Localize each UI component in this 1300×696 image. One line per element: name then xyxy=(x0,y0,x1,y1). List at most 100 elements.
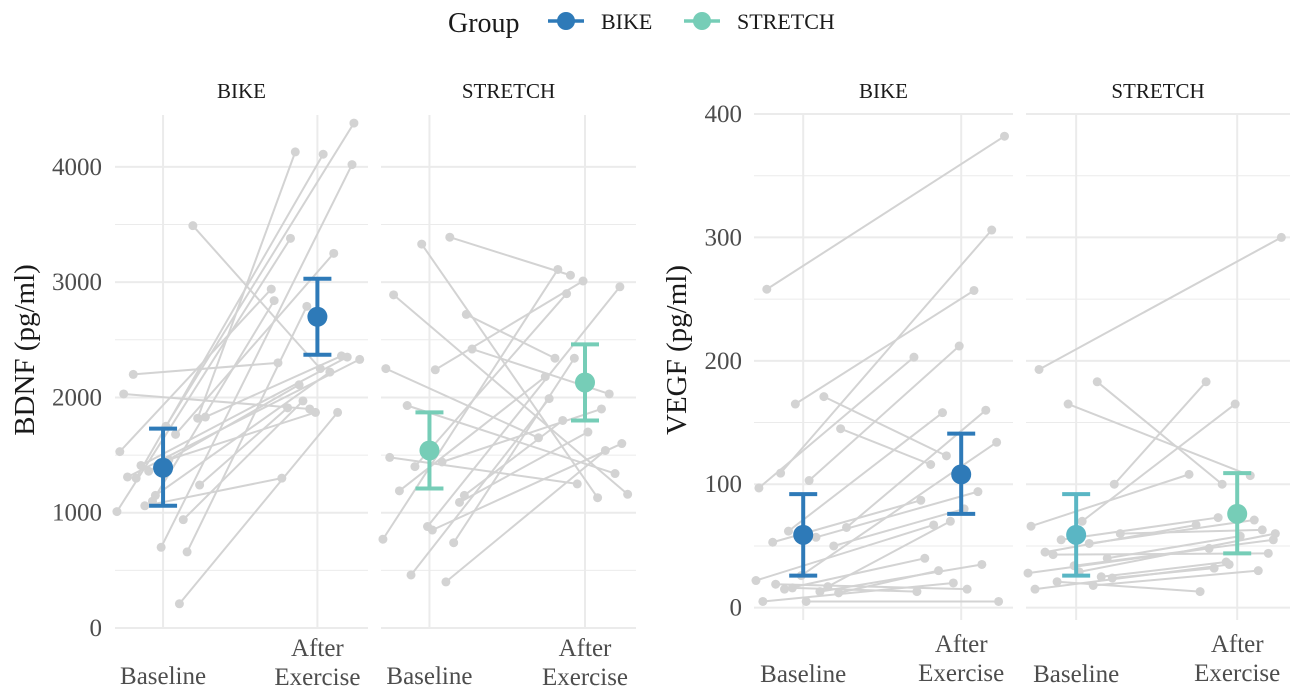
facet-strip-label: STRETCH xyxy=(462,79,555,103)
subject-point-after xyxy=(981,405,991,415)
subject-point-after xyxy=(926,459,936,469)
x-tick-label: After xyxy=(1211,631,1264,658)
subject-point-baseline xyxy=(115,447,125,457)
subject-point-baseline xyxy=(195,480,205,490)
subject-point-baseline xyxy=(119,389,129,399)
subject-point-after xyxy=(977,559,987,569)
subject-point-after xyxy=(562,289,572,299)
subject-line xyxy=(1112,567,1215,580)
subject-point-baseline xyxy=(787,583,797,593)
subject-line xyxy=(823,395,947,457)
subject-point-after xyxy=(565,270,575,280)
subject-line xyxy=(775,583,968,591)
subject-line xyxy=(160,164,353,548)
subject-point-baseline xyxy=(128,369,138,379)
subject-point-after xyxy=(1249,515,1259,525)
subject-line xyxy=(792,586,917,593)
subject-point-after xyxy=(954,341,964,351)
subject-point-baseline xyxy=(1040,547,1050,557)
subject-point-after xyxy=(1224,559,1234,569)
subject-point-after xyxy=(1253,566,1263,576)
subject-point-baseline xyxy=(385,452,395,462)
subject-line xyxy=(794,289,975,405)
subject-line xyxy=(123,392,310,410)
subject-line xyxy=(410,397,550,576)
subject-point-baseline xyxy=(1088,580,1098,590)
mean-point-after xyxy=(575,372,595,393)
x-tick-label: Exercise xyxy=(274,664,360,691)
subject-line xyxy=(133,361,279,376)
subject-point-after xyxy=(302,301,312,311)
legend-key-dot-bike xyxy=(557,12,575,30)
subject-point-after xyxy=(550,353,560,363)
subject-point-baseline xyxy=(819,392,829,402)
x-tick-label: Baseline xyxy=(120,663,206,690)
y-tick-label: 0 xyxy=(730,595,743,622)
subject-line xyxy=(784,557,925,591)
subject-point-baseline xyxy=(417,239,427,249)
subject-point-after xyxy=(298,396,308,406)
subject-point-after xyxy=(315,364,325,374)
y-tick-label: 1000 xyxy=(52,500,102,527)
facet-strip-label: BIKE xyxy=(859,79,908,103)
subject-point-baseline xyxy=(1107,573,1117,583)
subject-point-baseline xyxy=(410,462,420,472)
x-tick-label: After xyxy=(559,635,612,662)
x-tick-label: Baseline xyxy=(760,661,846,688)
subject-line xyxy=(186,305,308,553)
legend: Group BIKE STRETCH xyxy=(448,8,835,39)
subject-line xyxy=(755,524,934,582)
subject-line xyxy=(392,294,629,496)
subject-point-baseline xyxy=(188,221,198,231)
subject-line xyxy=(766,135,1006,291)
subject-point-baseline xyxy=(801,596,811,606)
y-tick-label: 400 xyxy=(705,101,743,128)
subject-point-after xyxy=(1191,520,1201,530)
legend-label-stretch: STRETCH xyxy=(737,9,835,34)
subject-point-after xyxy=(318,149,328,159)
subject-point-baseline xyxy=(131,473,141,483)
subject-point-baseline xyxy=(171,429,181,439)
subject-point-after xyxy=(1000,131,1010,141)
subject-point-after xyxy=(294,380,304,390)
subject-line xyxy=(815,490,979,539)
mean-point-after xyxy=(1227,503,1248,524)
subject-point-after xyxy=(1213,513,1223,523)
subject-line xyxy=(840,427,932,466)
subject-point-baseline xyxy=(402,401,412,411)
subject-point-after xyxy=(1263,548,1273,558)
subject-point-baseline xyxy=(758,596,768,606)
subject-point-after xyxy=(916,495,926,505)
subject-point-baseline xyxy=(804,476,814,486)
subject-point-after xyxy=(572,479,582,489)
subject-point-after xyxy=(290,147,300,157)
subject-point-after xyxy=(325,367,335,377)
subject-point-after xyxy=(1257,525,1267,535)
facet-strip-label: BIKE xyxy=(217,79,266,103)
subject-point-baseline xyxy=(445,232,455,242)
y-tick-label: 4000 xyxy=(52,154,102,181)
subject-point-after xyxy=(615,282,625,292)
mean-point-baseline xyxy=(153,457,174,478)
subject-point-baseline xyxy=(780,584,790,594)
subject-line xyxy=(1067,403,1251,477)
subject-point-after xyxy=(1276,232,1286,242)
subject-point-after xyxy=(583,427,593,437)
subject-point-baseline xyxy=(768,537,778,547)
subject-point-baseline xyxy=(1048,550,1058,560)
subject-line xyxy=(1093,569,1259,587)
subject-point-after xyxy=(1270,529,1280,539)
subject-point-after xyxy=(1217,479,1227,489)
subject-point-after xyxy=(349,118,359,128)
subject-point-baseline xyxy=(147,496,157,506)
subject-point-baseline xyxy=(430,365,440,375)
subject-line xyxy=(140,356,348,467)
subject-line xyxy=(779,229,993,474)
y-tick-label: 100 xyxy=(705,471,743,498)
mean-point-baseline xyxy=(419,440,440,461)
subject-line xyxy=(808,345,960,482)
subject-line xyxy=(178,411,339,605)
y-axis-title-bdnf: BDNF (pg/ml) xyxy=(9,264,41,436)
subject-point-after xyxy=(920,553,930,563)
